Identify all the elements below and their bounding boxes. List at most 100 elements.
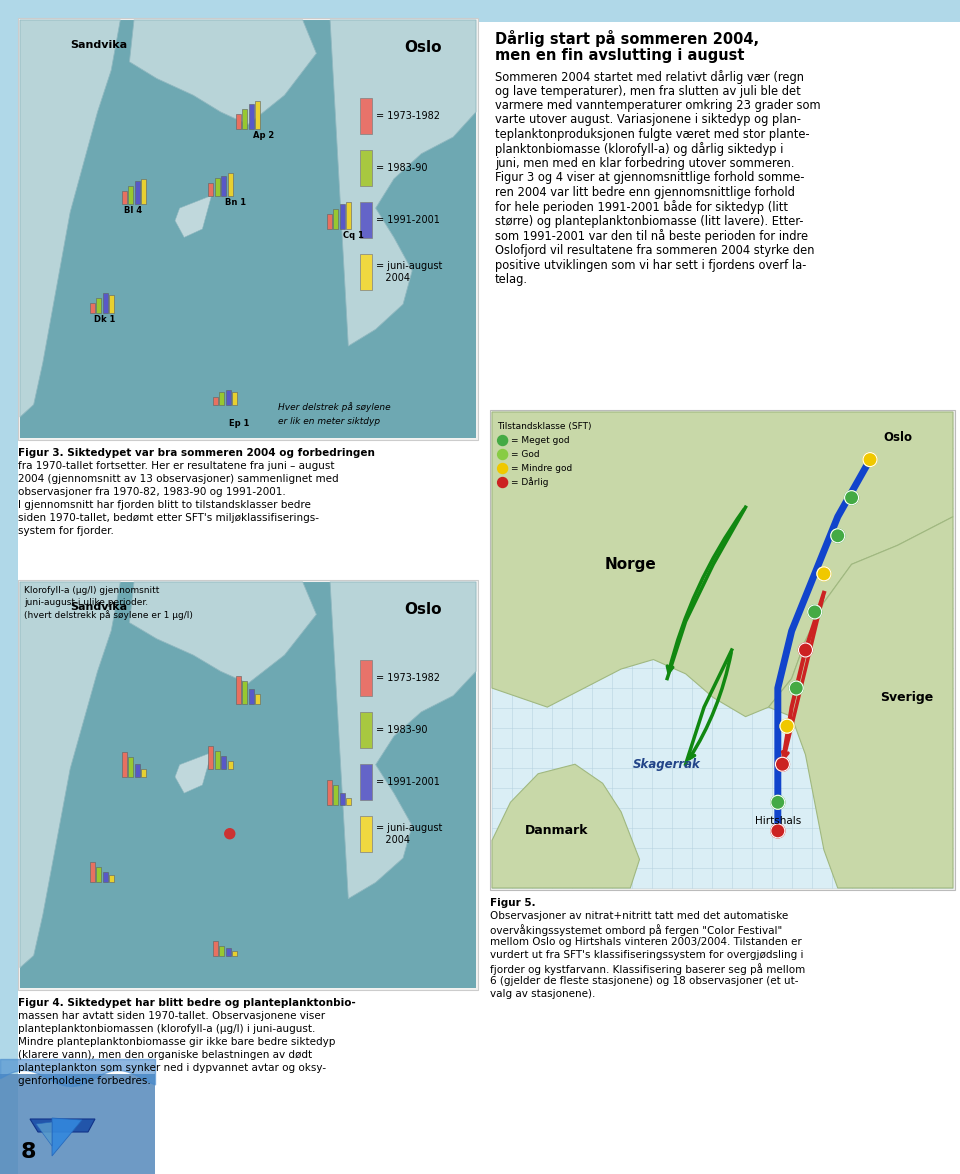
Bar xyxy=(141,769,146,777)
Bar xyxy=(360,764,372,799)
Bar xyxy=(129,757,133,777)
Text: telag.: telag. xyxy=(495,274,528,286)
Text: Observasjoner av nitrat+nitritt tatt med det automatiske: Observasjoner av nitrat+nitritt tatt med… xyxy=(490,911,788,920)
Text: for hele perioden 1991-2001 både for siktedyp (litt: for hele perioden 1991-2001 både for sik… xyxy=(495,201,788,215)
Text: = juni-august
   2004: = juni-august 2004 xyxy=(376,823,443,845)
Circle shape xyxy=(776,757,789,771)
Text: valg av stasjonene).: valg av stasjonene). xyxy=(490,989,595,999)
Text: fjorder og kystfarvann. Klassifisering baserer seg på mellom: fjorder og kystfarvann. Klassifisering b… xyxy=(490,963,805,974)
Text: = 1983-90: = 1983-90 xyxy=(376,163,427,173)
Text: Figur 4. Siktedypet har blitt bedre og planteplanktonbio-: Figur 4. Siktedypet har blitt bedre og p… xyxy=(18,998,356,1008)
Text: = 1991-2001: = 1991-2001 xyxy=(376,215,440,225)
Bar xyxy=(134,182,140,204)
Text: og lave temperaturer), men fra slutten av juli ble det: og lave temperaturer), men fra slutten a… xyxy=(495,85,801,97)
Circle shape xyxy=(497,436,508,445)
Text: Oslofjord vil resultatene fra sommeren 2004 styrke den: Oslofjord vil resultatene fra sommeren 2… xyxy=(495,244,814,257)
Bar xyxy=(327,781,332,805)
Bar xyxy=(340,204,345,229)
Polygon shape xyxy=(20,582,120,967)
Bar xyxy=(213,397,218,405)
Polygon shape xyxy=(330,20,476,346)
Bar xyxy=(226,390,231,405)
Text: observasjoner fra 1970-82, 1983-90 og 1991-2001.: observasjoner fra 1970-82, 1983-90 og 19… xyxy=(18,487,286,497)
Bar xyxy=(90,863,95,883)
Circle shape xyxy=(830,528,845,542)
Bar xyxy=(333,785,339,805)
Text: genforholdene forbedres.: genforholdene forbedres. xyxy=(18,1077,151,1086)
Bar xyxy=(232,951,237,956)
Bar xyxy=(220,392,225,405)
Text: (klarere vann), men den organiske belastningen av dødt: (klarere vann), men den organiske belast… xyxy=(18,1050,312,1060)
Text: men en fin avslutting i august: men en fin avslutting i august xyxy=(495,48,745,63)
Text: = Dårlig: = Dårlig xyxy=(511,478,548,487)
Text: planktonbiomasse (klorofyll-a) og dårlig siktedyp i: planktonbiomasse (klorofyll-a) og dårlig… xyxy=(495,142,783,156)
Text: ren 2004 var litt bedre enn gjennomsnittlige forhold: ren 2004 var litt bedre enn gjennomsnitt… xyxy=(495,185,795,200)
Circle shape xyxy=(807,605,822,619)
Circle shape xyxy=(497,478,508,487)
Text: Figur 3. Siktedypet var bra sommeren 2004 og forbedringen: Figur 3. Siktedypet var bra sommeren 200… xyxy=(18,448,374,458)
Text: positive utviklingen som vi har sett i fjordens overf la-: positive utviklingen som vi har sett i f… xyxy=(495,258,806,271)
Polygon shape xyxy=(52,1118,82,1156)
Bar xyxy=(141,178,146,204)
Text: = 1983-90: = 1983-90 xyxy=(376,726,427,735)
Bar xyxy=(228,761,233,769)
Bar xyxy=(249,103,253,129)
Bar xyxy=(360,816,372,852)
Text: planteplanktonbiomassen (klorofyll-a (µg/l) i juni-august.: planteplanktonbiomassen (klorofyll-a (µg… xyxy=(18,1024,316,1034)
Polygon shape xyxy=(175,196,211,237)
Bar xyxy=(0,1074,155,1174)
Bar xyxy=(347,202,351,229)
Bar xyxy=(222,176,227,196)
Circle shape xyxy=(817,567,831,581)
Bar xyxy=(20,20,476,438)
Text: Cq 1: Cq 1 xyxy=(344,231,364,239)
Circle shape xyxy=(789,681,804,695)
Text: = 1973-1982: = 1973-1982 xyxy=(376,673,440,683)
Text: Oslo: Oslo xyxy=(883,431,912,444)
Polygon shape xyxy=(130,582,317,683)
Polygon shape xyxy=(36,1122,52,1146)
Text: 2004 (gjennomsnitt av 13 observasjoner) sammenlignet med: 2004 (gjennomsnitt av 13 observasjoner) … xyxy=(18,474,339,484)
Bar xyxy=(18,18,478,440)
Text: Hver delstrek på søylene: Hver delstrek på søylene xyxy=(278,403,391,412)
Circle shape xyxy=(771,824,785,838)
Polygon shape xyxy=(492,764,639,888)
Polygon shape xyxy=(492,412,953,716)
Bar xyxy=(122,191,127,204)
Text: Sandvika: Sandvika xyxy=(70,602,127,612)
Text: siden 1970-tallet, bedømt etter SFT's miljøklassifiserings-: siden 1970-tallet, bedømt etter SFT's mi… xyxy=(18,513,319,522)
Polygon shape xyxy=(175,753,211,794)
Bar xyxy=(208,183,213,196)
Bar xyxy=(242,109,248,129)
Bar xyxy=(347,798,351,805)
Bar xyxy=(360,254,372,290)
Bar xyxy=(96,868,102,883)
Bar xyxy=(360,660,372,696)
Bar xyxy=(208,747,213,769)
Bar xyxy=(236,676,241,703)
Circle shape xyxy=(497,464,508,473)
Text: Bl 4: Bl 4 xyxy=(124,205,142,215)
Bar xyxy=(255,101,260,129)
Text: = 1991-2001: = 1991-2001 xyxy=(376,777,440,787)
Bar xyxy=(18,580,478,990)
Text: Bn 1: Bn 1 xyxy=(225,197,246,207)
Polygon shape xyxy=(20,20,120,417)
Bar xyxy=(109,875,114,883)
Text: Sommeren 2004 startet med relativt dårlig vær (regn: Sommeren 2004 startet med relativt dårli… xyxy=(495,70,804,85)
Bar xyxy=(103,292,108,312)
Bar xyxy=(360,711,372,748)
Polygon shape xyxy=(30,1119,95,1132)
Circle shape xyxy=(799,643,812,657)
Text: mellom Oslo og Hirtshals vinteren 2003/2004. Tilstanden er: mellom Oslo og Hirtshals vinteren 2003/2… xyxy=(490,937,802,947)
Text: Klorofyll-a (µg/l) gjennomsnitt
juni-august i ulike perioder.
(hvert delstrekk p: Klorofyll-a (µg/l) gjennomsnitt juni-aug… xyxy=(24,586,193,620)
Circle shape xyxy=(845,491,858,505)
Text: 8: 8 xyxy=(20,1142,36,1162)
Text: overvåkingssystemet ombord på fergen "Color Festival": overvåkingssystemet ombord på fergen "Co… xyxy=(490,924,782,936)
Text: som 1991-2001 var den til nå beste perioden for indre: som 1991-2001 var den til nå beste perio… xyxy=(495,229,808,243)
Text: Oslo: Oslo xyxy=(404,40,442,55)
Text: vurdert ut fra SFT's klassifiseringssystem for overgjødsling i: vurdert ut fra SFT's klassifiseringssyst… xyxy=(490,950,804,960)
Text: Hirtshals: Hirtshals xyxy=(755,816,801,826)
Text: Figur 5.: Figur 5. xyxy=(490,898,536,908)
Bar xyxy=(360,97,372,134)
